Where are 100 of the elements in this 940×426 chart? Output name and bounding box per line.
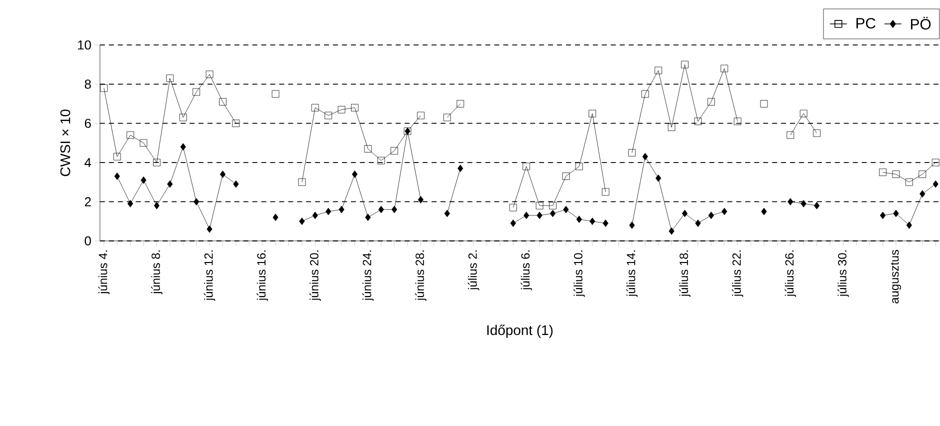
point <box>722 208 728 216</box>
point <box>364 145 372 153</box>
point <box>206 70 214 78</box>
point <box>694 118 702 126</box>
point <box>708 212 714 220</box>
point <box>458 164 464 172</box>
y-tick-label: 6 <box>84 118 91 128</box>
point <box>338 106 346 114</box>
point <box>734 118 742 126</box>
point <box>311 104 319 112</box>
point <box>576 216 582 224</box>
point <box>167 180 173 188</box>
legend-label: PC <box>856 18 876 29</box>
point <box>233 180 239 188</box>
point <box>232 120 240 128</box>
point <box>206 226 212 233</box>
point <box>272 214 278 222</box>
y-tick-label: 4 <box>84 158 92 168</box>
point <box>575 162 583 170</box>
point <box>126 132 134 139</box>
point <box>179 114 187 122</box>
point <box>352 170 358 178</box>
point <box>522 162 530 170</box>
point <box>140 176 146 184</box>
point <box>879 168 886 176</box>
point <box>880 212 886 220</box>
point <box>786 132 794 139</box>
point <box>192 88 200 96</box>
point <box>590 218 596 226</box>
point <box>695 220 701 228</box>
point <box>641 90 649 98</box>
point <box>417 112 424 120</box>
point <box>550 210 556 218</box>
x-tick-label: július 6. <box>520 250 532 290</box>
x-tick-label: július 14. <box>626 250 638 297</box>
point <box>154 202 160 210</box>
point <box>668 228 674 235</box>
point <box>509 204 517 212</box>
x-tick-label: június 12. <box>204 250 216 301</box>
point <box>932 180 938 188</box>
point <box>443 114 451 122</box>
point <box>668 124 676 132</box>
point <box>800 200 806 208</box>
y-axis-title: CWSI × 10 <box>60 110 70 176</box>
point <box>602 220 608 228</box>
x-tick-label: július 2. <box>468 250 480 290</box>
point <box>365 214 371 222</box>
point <box>602 188 610 196</box>
point <box>510 220 516 228</box>
point <box>628 149 636 157</box>
point <box>800 110 808 118</box>
point <box>629 222 635 229</box>
point <box>760 100 768 108</box>
point <box>892 170 900 178</box>
x-tick-label: július 22. <box>732 250 744 297</box>
point <box>813 130 820 137</box>
point <box>180 143 186 151</box>
point <box>906 178 913 186</box>
point <box>456 100 464 108</box>
x-tick-label: július 10. <box>574 250 585 297</box>
point <box>326 208 332 216</box>
point <box>377 156 385 164</box>
x-tick-label: június 28. <box>415 250 426 301</box>
x-tick-label: június 16. <box>256 250 268 301</box>
point <box>312 212 318 220</box>
point <box>324 112 332 120</box>
x-tick-label: augusztus <box>890 250 902 304</box>
point <box>524 212 530 220</box>
y-tick-label: 10 <box>78 40 91 50</box>
point <box>166 74 174 82</box>
point <box>788 198 794 206</box>
point <box>562 172 570 180</box>
point <box>220 170 226 178</box>
x-tick-label: június 8. <box>151 250 162 294</box>
point <box>918 170 926 178</box>
y-tick-label: 0 <box>84 236 91 246</box>
point <box>932 158 940 166</box>
point <box>338 206 344 214</box>
point <box>654 66 662 74</box>
point <box>814 202 820 210</box>
point <box>444 210 450 218</box>
x-tick-label: július 18. <box>679 250 690 297</box>
point <box>588 110 596 118</box>
point <box>549 202 556 210</box>
point <box>720 64 728 72</box>
point <box>906 222 912 229</box>
point <box>114 172 120 180</box>
point <box>761 208 767 216</box>
point <box>140 139 148 147</box>
x-tick-label: június 4. <box>98 250 110 294</box>
legend-label: PÖ <box>910 17 931 30</box>
y-tick-label: 2 <box>84 197 91 206</box>
point <box>113 153 121 160</box>
point <box>682 210 688 218</box>
point <box>100 84 108 92</box>
x-tick-label: július 30. <box>838 250 849 297</box>
point <box>298 178 306 186</box>
point <box>563 206 569 214</box>
point <box>351 104 358 112</box>
point <box>390 147 398 155</box>
